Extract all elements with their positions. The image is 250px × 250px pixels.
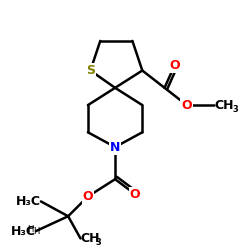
Text: H: H — [27, 225, 34, 234]
Text: O: O — [130, 188, 140, 200]
Text: CH: CH — [214, 98, 234, 112]
Text: S: S — [86, 64, 95, 77]
Text: O: O — [182, 98, 192, 112]
Text: N: N — [110, 140, 120, 153]
Text: 3: 3 — [232, 105, 238, 114]
Text: 3: 3 — [96, 238, 102, 248]
Text: H: H — [33, 226, 39, 235]
Text: CH: CH — [80, 232, 100, 245]
Text: H₃C: H₃C — [16, 195, 41, 208]
Text: O: O — [82, 190, 93, 203]
Text: H₃C: H₃C — [11, 224, 36, 237]
Text: O: O — [169, 59, 180, 72]
